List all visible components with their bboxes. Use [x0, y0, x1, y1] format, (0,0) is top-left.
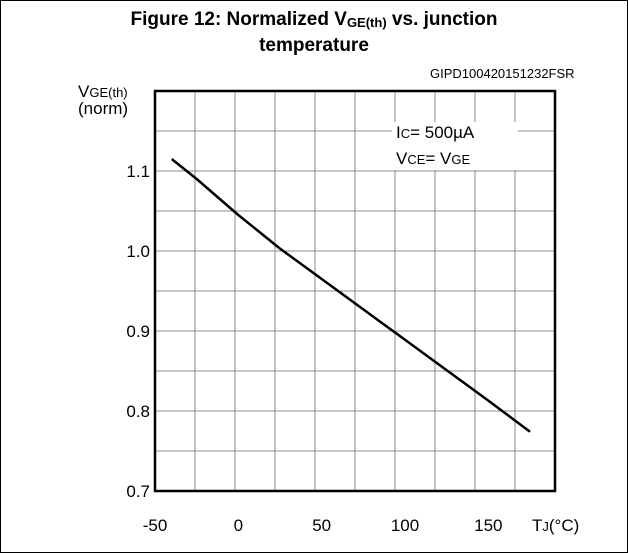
title-line1-sub: GE(th) [346, 15, 387, 30]
title-line2: temperature [259, 35, 369, 56]
series-line-0 [170, 158, 531, 433]
y-axis-label: VGE(th) [78, 82, 128, 101]
title-line1-prefix: Figure 12: Normalized V [130, 9, 347, 30]
series-group [170, 158, 531, 433]
x-tick-labels: -50 0 50 100 150 [143, 516, 503, 535]
x-tick-label: -50 [143, 516, 168, 535]
y-axis-label-norm: (norm) [78, 99, 128, 118]
x-tick-label: 50 [312, 516, 331, 535]
annotation-box: IC= 500µA VCE= VGE [392, 122, 518, 170]
y-tick-label: 1.1 [126, 162, 150, 181]
y-tick-label: 0.9 [126, 322, 150, 341]
annotation-ic: IC= 500µA [396, 123, 475, 142]
x-tick-label: 100 [391, 516, 419, 535]
x-tick-label: 150 [474, 516, 502, 535]
title-line1-suffix: vs. junction [386, 9, 498, 30]
grid [155, 91, 555, 491]
y-tick-label: 1.0 [126, 242, 150, 261]
y-tick-label: 0.8 [126, 402, 150, 421]
figure-code: GIPD100420151232FSR [430, 66, 575, 81]
x-axis-label: TJ(°C) [532, 516, 579, 535]
plot-area-border [153, 89, 557, 493]
annotation-vce: VCE= VGE [396, 149, 471, 168]
x-tick-label: 0 [234, 516, 243, 535]
y-tick-labels: 0.7 0.8 0.9 1.0 1.1 [126, 162, 150, 501]
figure-title: Figure 12: Normalized VGE(th) vs. juncti… [0, 8, 628, 57]
y-tick-label: 0.7 [126, 482, 150, 501]
